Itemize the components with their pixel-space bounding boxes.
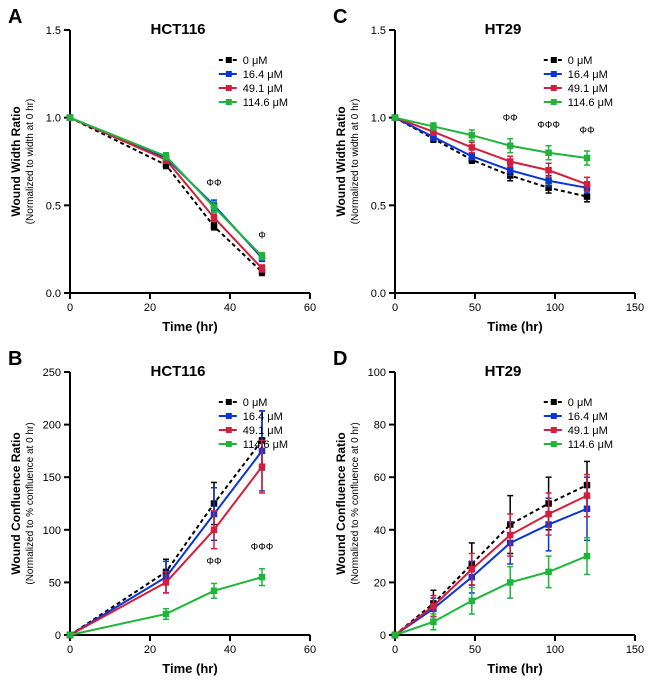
svg-text:200: 200 — [43, 419, 61, 431]
svg-text:Wound Confluence Ratio: Wound Confluence Ratio — [9, 432, 23, 574]
svg-text:0: 0 — [67, 302, 73, 314]
svg-text:0.0: 0.0 — [371, 288, 386, 300]
svg-text:20: 20 — [374, 577, 386, 589]
svg-text:0: 0 — [392, 302, 398, 314]
svg-text:(Normalized to width at 0 hr): (Normalized to width at 0 hr) — [25, 99, 36, 225]
svg-text:1.5: 1.5 — [371, 25, 386, 37]
chart-D: 0 50 100 150 0 20 40 60 80 100 HT29 Time (hr) Wound … — [325, 342, 650, 683]
svg-text:1.0: 1.0 — [46, 113, 61, 125]
svg-text:ФФ: ФФ — [503, 113, 519, 124]
panel-letter: B — [8, 348, 22, 371]
panel-B: B 0 20 40 60 0 50 100 150 200 250 HCT116 Time (hr) W… — [0, 342, 325, 683]
figure-grid: A 0 20 40 60 0.0 0.5 1.0 1.5 HCT116 Time (hr) Woun… — [0, 0, 650, 683]
svg-text:0: 0 — [380, 630, 386, 642]
svg-text:Time (hr): Time (hr) — [162, 661, 217, 676]
svg-text:ФФ: ФФ — [206, 556, 222, 567]
svg-text:Time (hr): Time (hr) — [487, 661, 542, 676]
svg-text:40: 40 — [224, 644, 236, 656]
svg-text:100: 100 — [43, 524, 61, 536]
svg-text:1.5: 1.5 — [46, 25, 61, 37]
chart-A: 0 20 40 60 0.0 0.5 1.0 1.5 HCT116 Time (hr) Wound … — [0, 0, 325, 341]
svg-text:50: 50 — [49, 577, 61, 589]
svg-text:0 μM: 0 μM — [568, 55, 593, 67]
svg-text:0: 0 — [67, 644, 73, 656]
svg-text:0.5: 0.5 — [46, 200, 61, 212]
svg-text:40: 40 — [224, 302, 236, 314]
svg-text:(Normalized to % confluence at: (Normalized to % confluence at 0 hr) — [25, 422, 36, 584]
svg-text:80: 80 — [374, 419, 386, 431]
svg-text:16.4 μM: 16.4 μM — [568, 411, 608, 423]
svg-text:250: 250 — [43, 367, 61, 379]
svg-text:60: 60 — [304, 302, 316, 314]
panel-A: A 0 20 40 60 0.0 0.5 1.0 1.5 HCT116 Time (hr) Woun… — [0, 0, 325, 342]
svg-text:114.6 μM: 114.6 μM — [568, 439, 613, 451]
panel-D: D 0 50 100 150 0 20 40 60 80 100 HT29 Time (hr) Woun… — [325, 342, 650, 683]
svg-text:100: 100 — [546, 644, 564, 656]
svg-text:Wound Width Ratio: Wound Width Ratio — [334, 106, 348, 216]
svg-text:114.6 μM: 114.6 μM — [243, 97, 288, 109]
svg-text:0: 0 — [392, 644, 398, 656]
panel-C: C 0 50 100 150 0.0 0.5 1.0 1.5 HT29 Time (hr) Woun… — [325, 0, 650, 342]
svg-text:49.1 μM: 49.1 μM — [243, 83, 283, 95]
svg-text:0 μM: 0 μM — [568, 397, 593, 409]
svg-text:ФФ: ФФ — [206, 178, 222, 189]
svg-text:49.1 μM: 49.1 μM — [243, 425, 283, 437]
svg-text:114.6 μM: 114.6 μM — [243, 439, 288, 451]
svg-text:0: 0 — [55, 630, 61, 642]
svg-text:0 μM: 0 μM — [243, 55, 268, 67]
svg-text:60: 60 — [304, 644, 316, 656]
svg-text:50: 50 — [469, 302, 481, 314]
panel-letter: D — [333, 348, 347, 371]
svg-text:HCT116: HCT116 — [150, 363, 205, 380]
svg-text:20: 20 — [144, 644, 156, 656]
svg-text:49.1 μM: 49.1 μM — [568, 83, 608, 95]
svg-text:ФФФ: ФФФ — [251, 541, 274, 552]
panel-letter: C — [333, 6, 347, 29]
svg-text:49.1 μM: 49.1 μM — [568, 425, 608, 437]
svg-text:0 μM: 0 μM — [243, 397, 268, 409]
svg-text:150: 150 — [626, 302, 644, 314]
svg-text:16.4 μM: 16.4 μM — [243, 411, 283, 423]
svg-text:114.6 μM: 114.6 μM — [568, 97, 613, 109]
svg-text:Time (hr): Time (hr) — [162, 319, 217, 334]
svg-text:20: 20 — [144, 302, 156, 314]
svg-text:ФФ: ФФ — [579, 125, 595, 136]
svg-text:16.4 μM: 16.4 μM — [568, 69, 608, 81]
svg-text:(Normalized to % confluence at: (Normalized to % confluence at 0 hr) — [350, 422, 361, 584]
svg-text:1.0: 1.0 — [371, 113, 386, 125]
svg-text:HT29: HT29 — [485, 21, 522, 38]
svg-text:60: 60 — [374, 472, 386, 484]
svg-text:150: 150 — [626, 644, 644, 656]
svg-text:Ф: Ф — [258, 231, 266, 242]
svg-text:16.4 μM: 16.4 μM — [243, 69, 283, 81]
svg-text:Time (hr): Time (hr) — [487, 319, 542, 334]
panel-letter: A — [8, 6, 22, 29]
svg-text:ФФФ: ФФФ — [537, 120, 560, 131]
svg-text:40: 40 — [374, 524, 386, 536]
svg-text:Wound Width Ratio: Wound Width Ratio — [9, 106, 23, 216]
svg-text:HT29: HT29 — [485, 363, 522, 380]
svg-text:100: 100 — [546, 302, 564, 314]
svg-text:Wound Confluence Ratio: Wound Confluence Ratio — [334, 432, 348, 574]
svg-text:150: 150 — [43, 472, 61, 484]
svg-text:HCT116: HCT116 — [150, 21, 205, 38]
svg-text:100: 100 — [368, 367, 386, 379]
chart-C: 0 50 100 150 0.0 0.5 1.0 1.5 HT29 Time (hr) Wound … — [325, 0, 650, 341]
svg-text:0.0: 0.0 — [46, 288, 61, 300]
svg-text:0.5: 0.5 — [371, 200, 386, 212]
chart-B: 0 20 40 60 0 50 100 150 200 250 HCT116 Time (hr) Wou… — [0, 342, 325, 683]
svg-text:50: 50 — [469, 644, 481, 656]
svg-text:(Normalized to width at 0 hr): (Normalized to width at 0 hr) — [350, 99, 361, 225]
